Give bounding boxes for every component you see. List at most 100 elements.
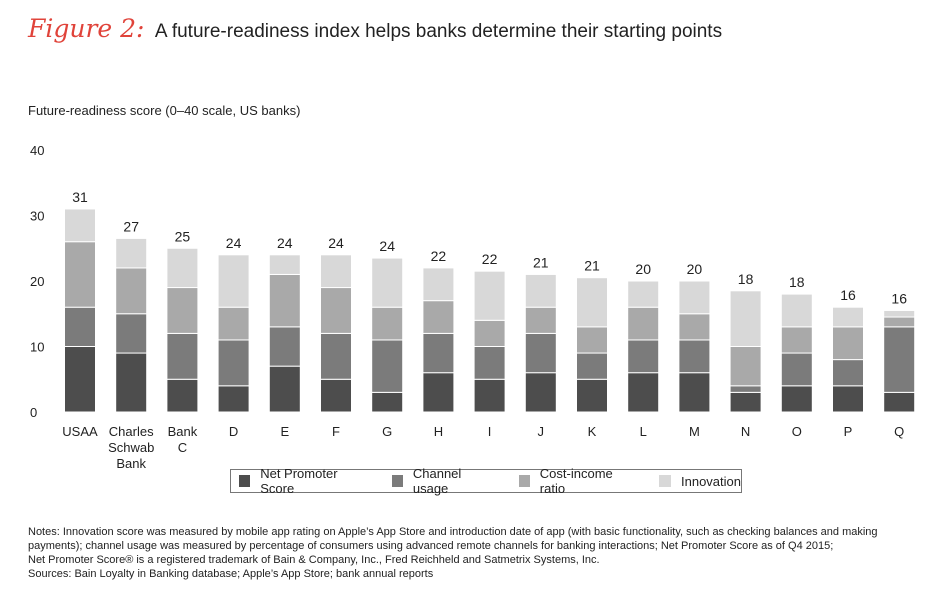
- trademark-text: Net Promoter Score® is a registered trad…: [28, 554, 600, 566]
- legend-label-channel-usage: Channel usage: [412, 466, 462, 496]
- bar-segment-channel-usage: [780, 352, 813, 387]
- legend-swatch-net-promoter-score: [239, 475, 251, 487]
- bar-segment-channel-usage: [883, 326, 916, 393]
- figure-title: A future-readiness index helps banks det…: [154, 21, 723, 42]
- figure-label: Figure 2:: [28, 14, 145, 43]
- bar-segment-cost-income-ratio: [627, 306, 660, 341]
- legend-item-net-promoter-score: Net Promoter Score: [239, 466, 368, 496]
- x-tick-label: Q: [894, 424, 904, 439]
- y-axis-label: Future-readiness score (0–40 scale, US b…: [28, 103, 301, 118]
- bar-segment-net-promoter-score: [166, 378, 199, 413]
- bar-segment-cost-income-ratio: [473, 319, 506, 347]
- y-tick-label: 10: [30, 340, 44, 355]
- bar-segment-innovation: [268, 254, 301, 275]
- bar-segment-net-promoter-score: [422, 372, 455, 413]
- legend-item-cost-income-ratio: Cost-income ratio: [518, 466, 635, 496]
- bar-total-label: 21: [584, 258, 600, 274]
- legend-item-innovation: Innovation: [659, 474, 741, 489]
- bar-segment-net-promoter-score: [576, 378, 608, 413]
- bar-segment-net-promoter-score: [217, 385, 250, 413]
- bar-total-label: 24: [328, 235, 344, 251]
- bar-segment-innovation: [320, 254, 352, 289]
- chart-legend: Net Promoter Score Channel usage Cost-in…: [230, 466, 742, 496]
- bar-segment-channel-usage: [320, 332, 352, 380]
- legend-swatch-cost-income-ratio: [518, 475, 530, 487]
- bar-segment-net-promoter-score: [780, 385, 813, 413]
- x-tick-label: K: [588, 424, 597, 439]
- bar-segment-net-promoter-score: [627, 372, 660, 413]
- x-tick-label: E: [280, 424, 289, 439]
- bar-segment-innovation: [729, 290, 762, 348]
- x-tick-label: D: [229, 424, 238, 439]
- bar-segment-cost-income-ratio: [524, 306, 557, 334]
- bar-segment-net-promoter-score: [832, 385, 864, 413]
- y-tick-label: 30: [30, 209, 44, 224]
- bar-segment-innovation: [115, 237, 148, 269]
- y-tick-label: 20: [30, 274, 44, 289]
- bar-segment-innovation: [64, 208, 96, 243]
- bar-segment-innovation: [780, 293, 813, 328]
- figure-title-row: Figure 2: A future-readiness index helps…: [28, 14, 722, 43]
- bar-segment-cost-income-ratio: [217, 306, 250, 341]
- bar-segment-cost-income-ratio: [883, 316, 916, 328]
- bar-segment-channel-usage: [524, 332, 557, 374]
- bar-segment-cost-income-ratio: [422, 300, 455, 334]
- bar-segment-cost-income-ratio: [64, 241, 96, 308]
- bar-segment-net-promoter-score: [64, 346, 96, 413]
- legend-label-cost-income-ratio: Cost-income ratio: [539, 466, 613, 496]
- bar-segment-net-promoter-score: [524, 372, 557, 413]
- bar-segment-innovation: [678, 280, 711, 315]
- bar-segment-cost-income-ratio: [832, 326, 864, 361]
- bar-segment-channel-usage: [166, 332, 199, 380]
- bar-segment-cost-income-ratio: [268, 273, 301, 328]
- bar-segment-innovation: [883, 309, 916, 318]
- bar-segment-channel-usage: [678, 339, 711, 374]
- legend-label-net-promoter-score: Net Promoter Score: [260, 466, 338, 496]
- bar-segment-net-promoter-score: [473, 378, 506, 413]
- bar-segment-cost-income-ratio: [115, 267, 148, 315]
- bar-total-label: 18: [738, 271, 754, 287]
- bar-segment-net-promoter-score: [115, 352, 148, 413]
- bar-total-label: 18: [789, 274, 805, 290]
- bar-total-label: 24: [277, 235, 293, 251]
- legend-swatch-channel-usage: [391, 475, 403, 487]
- x-tick-label: G: [382, 424, 392, 439]
- bar-segment-cost-income-ratio: [166, 287, 199, 334]
- x-tick-label: P: [844, 424, 853, 439]
- bar-total-label: 16: [891, 290, 907, 306]
- notes-text: Notes: Innovation score was measured by …: [28, 526, 878, 552]
- bar-total-label: 22: [431, 248, 447, 264]
- bar-segment-innovation: [217, 254, 250, 308]
- bar-segment-channel-usage: [473, 346, 506, 380]
- bar-segment-net-promoter-score: [678, 372, 711, 413]
- x-tick-label: Bank C: [168, 424, 198, 455]
- bar-total-label: 24: [226, 235, 242, 251]
- bar-segment-cost-income-ratio: [371, 306, 404, 341]
- sources-text: Sources: Bain Loyalty in Banking databas…: [28, 568, 434, 580]
- bar-segment-cost-income-ratio: [780, 326, 813, 354]
- bar-segment-net-promoter-score: [320, 378, 352, 413]
- bar-total-label: 24: [379, 238, 395, 254]
- bar-segment-channel-usage: [832, 359, 864, 387]
- bar-total-label: 31: [72, 189, 88, 205]
- bar-segment-innovation: [422, 267, 455, 302]
- bar-segment-innovation: [627, 280, 660, 308]
- y-tick-label: 0: [30, 405, 37, 420]
- bar-segment-channel-usage: [268, 326, 301, 367]
- bar-segment-cost-income-ratio: [729, 346, 762, 387]
- bar-total-label: 16: [840, 287, 856, 303]
- bar-segment-net-promoter-score: [268, 365, 301, 413]
- bar-segment-channel-usage: [729, 385, 762, 393]
- bar-segment-channel-usage: [576, 352, 608, 380]
- bar-total-label: 25: [175, 228, 191, 244]
- bar-segment-net-promoter-score: [883, 391, 916, 413]
- bar-segment-innovation: [524, 273, 557, 308]
- bar-segment-innovation: [576, 277, 608, 328]
- bar-segment-channel-usage: [627, 339, 660, 374]
- legend-swatch-innovation: [659, 475, 671, 487]
- bar-segment-channel-usage: [371, 339, 404, 393]
- legend-label-innovation: Innovation: [681, 473, 741, 489]
- bar-segment-channel-usage: [115, 313, 148, 354]
- bar-total-label: 22: [482, 251, 498, 267]
- bar-segment-channel-usage: [64, 306, 96, 348]
